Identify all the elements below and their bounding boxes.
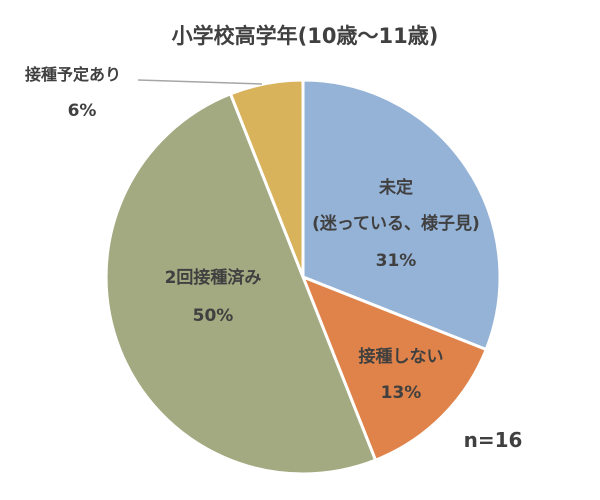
pie-slice — [301, 275, 488, 462]
slice-labels: 未定 (迷っている、様子見) 31% 接種しない 13% 2回接種済み 50% 接種予定あり 6… — [25, 65, 480, 403]
pie-slice — [228, 78, 305, 279]
slice-value-label: 6% — [68, 101, 97, 121]
leader-line — [137, 79, 263, 85]
pie-slices — [104, 78, 502, 476]
slice-value-label: 31% — [376, 251, 417, 271]
pie-slice — [301, 78, 502, 352]
slice-label: 接種しない — [359, 346, 444, 367]
slice-label: 接種予定あり — [25, 65, 121, 84]
pie-slice — [104, 92, 378, 476]
slice-label: (迷っている、様子見) — [312, 213, 480, 234]
slice-label: 未定 — [378, 177, 413, 198]
chart-title: 小学校高学年(10歳～11歳) — [172, 24, 439, 48]
slice-label: 2回接種済み — [165, 267, 262, 288]
slice-value-label: 50% — [193, 306, 234, 326]
slice-value-label: 13% — [381, 383, 422, 403]
sample-size-note: n=16 — [464, 428, 523, 452]
